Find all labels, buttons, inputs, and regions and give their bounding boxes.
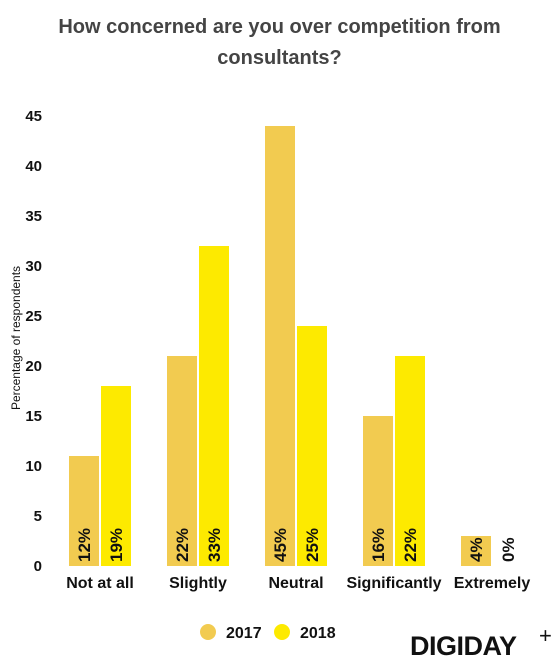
y-tick-label: 15: [25, 408, 42, 425]
y-tick-label: 5: [34, 508, 42, 525]
digiday-plus-icon: +: [539, 623, 552, 648]
y-axis-ticks: 0 5 10 15 20 25 30 35 40 45: [25, 108, 42, 575]
legend-label: 2018: [300, 625, 336, 642]
y-tick-label: 40: [25, 158, 42, 175]
data-label: 45%: [271, 528, 290, 562]
legend-label: 2017: [226, 625, 262, 642]
y-tick-label: 45: [25, 108, 42, 125]
digiday-logo: DIGIDAY: [410, 631, 517, 661]
legend: 2017 2018: [200, 624, 336, 642]
legend-swatch: [274, 624, 290, 640]
bars: [69, 126, 491, 566]
category-label: Not at all: [66, 575, 134, 592]
y-axis-title-group: Percentage of respondents: [9, 266, 23, 410]
bar-2018-slightly: [199, 246, 229, 566]
legend-item-2018: 2018: [274, 624, 336, 642]
category-label: Significantly: [346, 575, 441, 592]
legend-swatch: [200, 624, 216, 640]
bar-2017-extremely: [461, 536, 491, 566]
data-label: 33%: [205, 528, 224, 562]
data-labels: 12% 19% 22% 33% 45% 25% 16% 22% 4% 0%: [75, 528, 518, 562]
chart-title: How concerned are you over competition f…: [58, 16, 501, 69]
category-label: Extremely: [454, 575, 531, 592]
bar-2017-significantly: [363, 416, 393, 566]
bar-2018-neutral: [297, 326, 327, 566]
y-tick-label: 10: [25, 458, 42, 475]
bar-2017-neutral: [265, 126, 295, 566]
y-tick-label: 25: [25, 308, 42, 325]
data-label: 0%: [499, 537, 518, 562]
bar-2018-significantly: [395, 356, 425, 566]
category-label: Neutral: [268, 575, 323, 592]
data-label: 16%: [369, 528, 388, 562]
legend-item-2017: 2017: [200, 624, 262, 642]
y-tick-label: 35: [25, 208, 42, 225]
data-label: 4%: [467, 537, 486, 562]
category-label: Slightly: [169, 575, 227, 592]
data-label: 12%: [75, 528, 94, 562]
category-labels: Not at all Slightly Neutral Significantly Ex…: [66, 575, 530, 592]
y-tick-label: 30: [25, 258, 42, 275]
y-tick-label: 20: [25, 358, 42, 375]
data-label: 22%: [173, 528, 192, 562]
data-label: 19%: [107, 528, 126, 562]
bar-2017-slightly: [167, 356, 197, 566]
data-label: 22%: [401, 528, 420, 562]
y-axis-title: Percentage of respondents: [9, 266, 23, 410]
bar-2017-not-at-all: [69, 456, 99, 566]
data-label: 25%: [303, 528, 322, 562]
bar-2018-not-at-all: [101, 386, 131, 566]
y-tick-label: 0: [34, 558, 42, 575]
